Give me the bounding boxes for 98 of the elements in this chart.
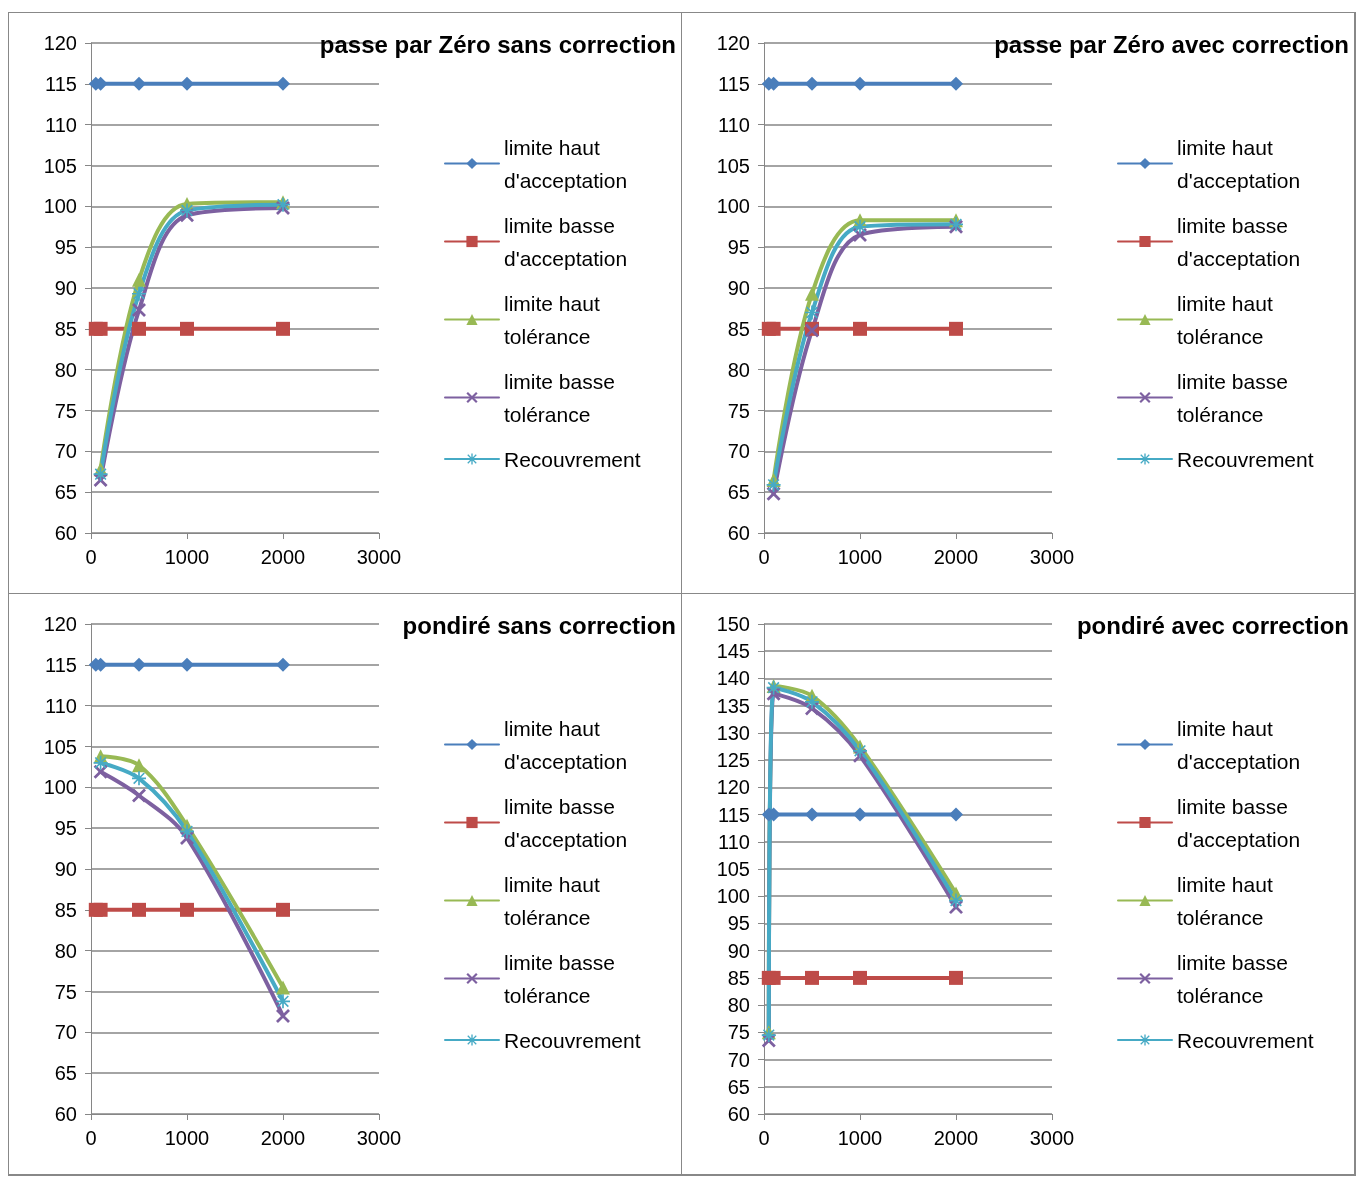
y-tick-label: 60 (727, 522, 750, 544)
y-tick-label: 135 (716, 694, 750, 717)
y-tick-label: 85 (727, 966, 750, 989)
legend-label: limite haut d'acceptation (1177, 135, 1301, 192)
x-tick-label: 0 (85, 1127, 97, 1149)
y-tick-label: 60 (727, 1103, 750, 1125)
x-tick-label: 0 (85, 546, 97, 568)
text: pondiré sans correction (402, 611, 677, 639)
y-tick-label: 90 (727, 277, 750, 299)
x-tick-label: 3000 (356, 546, 402, 568)
x-tick-label: 3000 (1029, 546, 1075, 568)
legend-label: Recouvrement (1177, 1028, 1314, 1052)
x-tick-label: 1000 (837, 1127, 883, 1149)
x-tick-label: 3000 (356, 1127, 402, 1149)
legend-label: limite basse d'acceptation (504, 794, 628, 851)
legend-label: limite basse d'acceptation (504, 213, 628, 270)
x-tick-label: 3000 (1029, 1127, 1075, 1149)
y-tick-label: 80 (727, 994, 750, 1017)
x-tick-label: 1000 (164, 1127, 210, 1149)
y-tick-label: 140 (716, 667, 750, 690)
y-tick-label: 70 (54, 440, 77, 463)
x-tick-label: 1000 (164, 546, 210, 568)
y-tick-label: 65 (54, 481, 77, 504)
x-tick-label: 2000 (933, 1127, 979, 1149)
y-tick-label: 60 (54, 522, 77, 544)
y-tick-label: 105 (43, 735, 77, 758)
y-tick-label: 110 (718, 830, 750, 853)
y-tick-label: 95 (54, 817, 77, 840)
y-tick-label: 100 (43, 195, 77, 218)
legend-label: limite haut d'acceptation (504, 135, 628, 192)
y-tick-label: 95 (54, 236, 77, 259)
legend-label: limite basse tolérance (1177, 369, 1294, 426)
legend-label: Recouvrement (504, 447, 641, 471)
y-tick-label: 70 (727, 440, 750, 463)
y-tick-label: 70 (54, 1021, 77, 1044)
y-tick-label: 120 (716, 776, 750, 799)
x-tick-label: 0 (758, 1127, 770, 1149)
y-tick-label: 80 (54, 939, 77, 962)
y-tick-label: 70 (727, 1048, 750, 1071)
legend-label: limite basse d'acceptation (1177, 794, 1301, 851)
legend-label: limite haut d'acceptation (1177, 716, 1301, 773)
y-tick-label: 105 (716, 154, 750, 177)
y-tick-label: 65 (54, 1062, 77, 1085)
x-tick-label: 1000 (837, 546, 883, 568)
text: pondiré avec correction (1076, 611, 1350, 639)
legend-label: limite haut tolérance (504, 291, 606, 348)
y-tick-label: 115 (45, 72, 77, 95)
y-tick-label: 90 (54, 277, 77, 299)
y-tick-label: 115 (718, 72, 750, 95)
y-tick-label: 120 (716, 32, 750, 54)
y-tick-label: 115 (718, 803, 750, 826)
y-tick-label: 80 (727, 358, 750, 381)
y-tick-label: 145 (716, 640, 750, 663)
y-tick-label: 110 (45, 694, 77, 717)
y-tick-label: 115 (45, 653, 77, 676)
legend-label: limite basse tolérance (504, 950, 621, 1007)
y-tick-label: 110 (45, 113, 77, 136)
y-tick-label: 130 (716, 721, 750, 744)
y-tick-label: 105 (716, 858, 750, 880)
y-tick-label: 125 (716, 749, 750, 772)
x-tick-label: 2000 (933, 546, 979, 568)
legend-label: limite basse d'acceptation (1177, 213, 1301, 270)
x-tick-label: 2000 (260, 546, 306, 568)
legend-label: limite basse tolérance (504, 369, 621, 426)
y-tick-label: 90 (54, 858, 77, 880)
legend-label: limite basse tolérance (1177, 950, 1294, 1007)
y-tick-label: 100 (716, 195, 750, 218)
y-tick-label: 85 (54, 317, 77, 340)
legend-label: limite haut tolérance (504, 872, 606, 929)
y-tick-label: 75 (727, 1021, 750, 1044)
y-tick-label: 65 (727, 481, 750, 504)
y-tick-label: 120 (43, 32, 77, 54)
y-tick-label: 75 (727, 399, 750, 422)
y-tick-label: 90 (727, 939, 750, 962)
y-tick-label: 85 (54, 898, 77, 921)
legend-label: limite haut d'acceptation (504, 716, 628, 773)
text: passe par Zéro avec correction (994, 30, 1350, 58)
legend-label: Recouvrement (1177, 447, 1314, 471)
y-tick-label: 65 (727, 1075, 750, 1098)
y-tick-label: 150 (716, 613, 750, 635)
y-tick-label: 95 (727, 912, 750, 935)
legend-label: Recouvrement (504, 1028, 641, 1052)
y-tick-label: 75 (54, 399, 77, 422)
legend-label: limite haut tolérance (1177, 872, 1279, 929)
x-tick-label: 0 (758, 546, 770, 568)
y-tick-label: 110 (718, 113, 750, 136)
x-tick-label: 2000 (260, 1127, 306, 1149)
legend-label: limite haut tolérance (1177, 291, 1279, 348)
y-tick-label: 120 (43, 613, 77, 635)
y-tick-label: 75 (54, 980, 77, 1003)
y-tick-label: 85 (727, 317, 750, 340)
text: passe par Zéro sans correction (319, 30, 677, 58)
y-tick-label: 95 (727, 236, 750, 259)
y-tick-label: 80 (54, 358, 77, 381)
y-tick-label: 100 (43, 776, 77, 799)
y-tick-label: 100 (716, 885, 750, 908)
y-tick-label: 105 (43, 154, 77, 177)
y-tick-label: 60 (54, 1103, 77, 1125)
